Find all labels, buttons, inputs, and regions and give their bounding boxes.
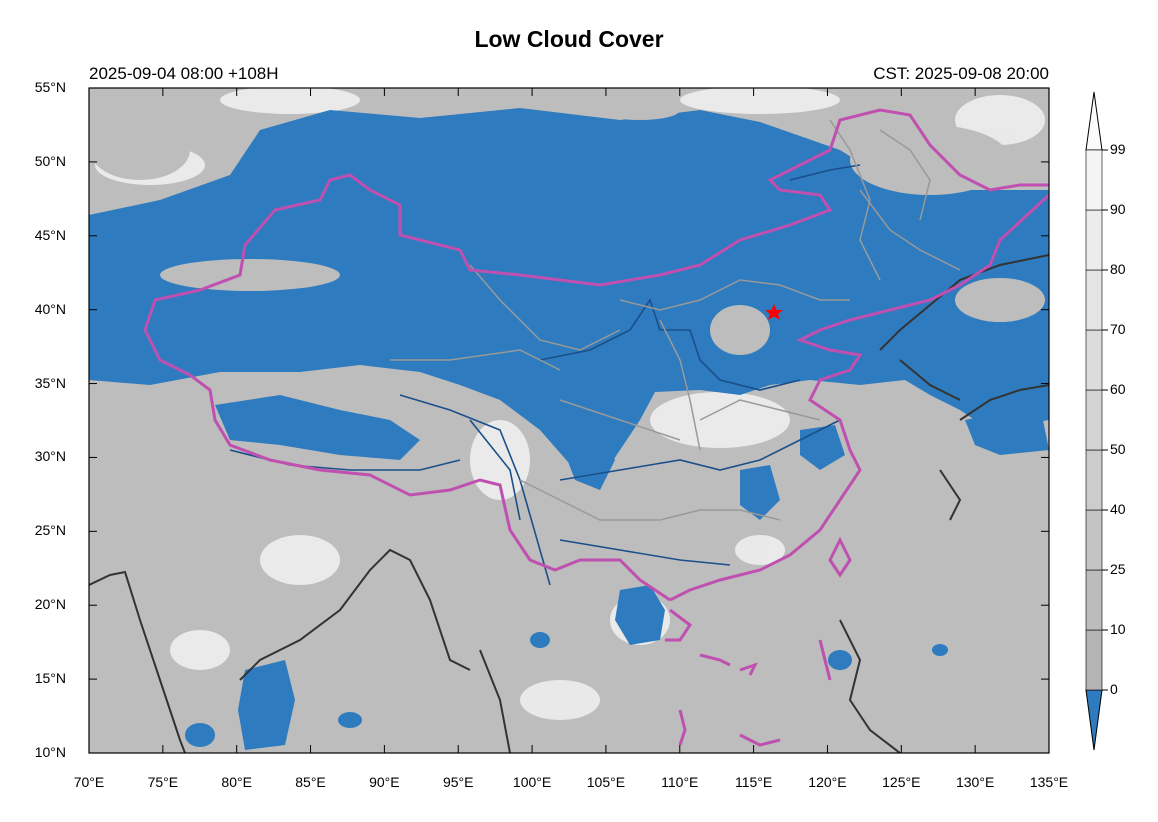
lat-tick-label: 10°N (34, 744, 66, 760)
national-border (143, 108, 1049, 747)
colorbar-level-label: 10 (1110, 621, 1126, 637)
lat-tick-marks (89, 87, 1049, 754)
lon-tick-label: 95°E (442, 774, 474, 790)
lat-tick-label: 30°N (34, 448, 66, 465)
colorbar-segment (1085, 509, 1103, 571)
lon-tick-label: 100°E (512, 774, 552, 790)
colorbar-segment (1085, 449, 1103, 511)
valid-time-label: CST: 2025-09-08 20:00 (873, 64, 1049, 83)
beijing-marker-icon (765, 304, 783, 320)
lon-tick-label: 70°E (73, 774, 105, 790)
map-frame (88, 87, 1050, 754)
init-time-label: 2025-09-04 08:00 +108H (89, 64, 279, 83)
lon-tick-label: 90°E (369, 774, 400, 790)
lon-tick-label: 110°E (661, 774, 699, 790)
lat-tick-label: 15°N (34, 670, 66, 687)
lon-tick-label: 85°E (295, 774, 326, 790)
colorbar-level-label: 50 (1110, 441, 1126, 457)
colorbar-level-label: 70 (1110, 321, 1126, 337)
lon-tick-label: 80°E (221, 774, 252, 790)
colorbar-upper-triangle (1085, 91, 1103, 151)
lon-tick-label: 105°E (586, 774, 626, 790)
colorbar (1085, 91, 1108, 751)
lat-tick-label: 55°N (34, 79, 66, 95)
lon-tick-label: 75°E (147, 774, 179, 790)
lat-tick-label: 40°N (34, 300, 66, 317)
colorbar-segment (1085, 389, 1103, 451)
colorbar-level-label: 99 (1110, 141, 1126, 157)
lon-tick-label: 120°E (808, 774, 847, 790)
cloud-intrusions (90, 100, 1045, 355)
lat-tick-label: 45°N (34, 226, 66, 243)
map-title: Low Cloud Cover (474, 26, 664, 52)
clear-sky-regions (89, 108, 1049, 750)
rivers (229, 164, 861, 586)
lon-tick-label: 130°E (955, 774, 995, 790)
colorbar-segment (1085, 209, 1103, 271)
colorbar-level-label: 0 (1110, 681, 1118, 697)
lon-tick-marks (88, 88, 1050, 753)
lon-tick-label: 115°E (734, 774, 773, 790)
colorbar-segment (1085, 569, 1103, 631)
colorbar-segment (1085, 149, 1103, 211)
colorbar-segment (1085, 329, 1103, 391)
colorbar-lower-triangle (1085, 689, 1103, 751)
colorbar-level-label: 60 (1110, 381, 1126, 397)
colorbar-level-label: 80 (1110, 261, 1126, 277)
lat-tick-label: 20°N (34, 596, 66, 613)
lon-tick-label: 125°E (882, 774, 921, 790)
lat-tick-label: 25°N (34, 522, 66, 539)
colorbar-level-label: 90 (1110, 201, 1126, 217)
colorbar-level-label: 40 (1110, 501, 1126, 517)
map-layers (89, 88, 1049, 753)
province-boundaries (390, 119, 961, 521)
lon-tick-label: 135°E (1029, 774, 1069, 790)
colorbar-segment (1085, 269, 1103, 331)
colorbar-level-label: 25 (1110, 561, 1126, 577)
lat-tick-label: 50°N (34, 152, 66, 169)
colorbar-segment (1085, 629, 1103, 691)
lat-tick-label: 35°N (34, 374, 66, 391)
